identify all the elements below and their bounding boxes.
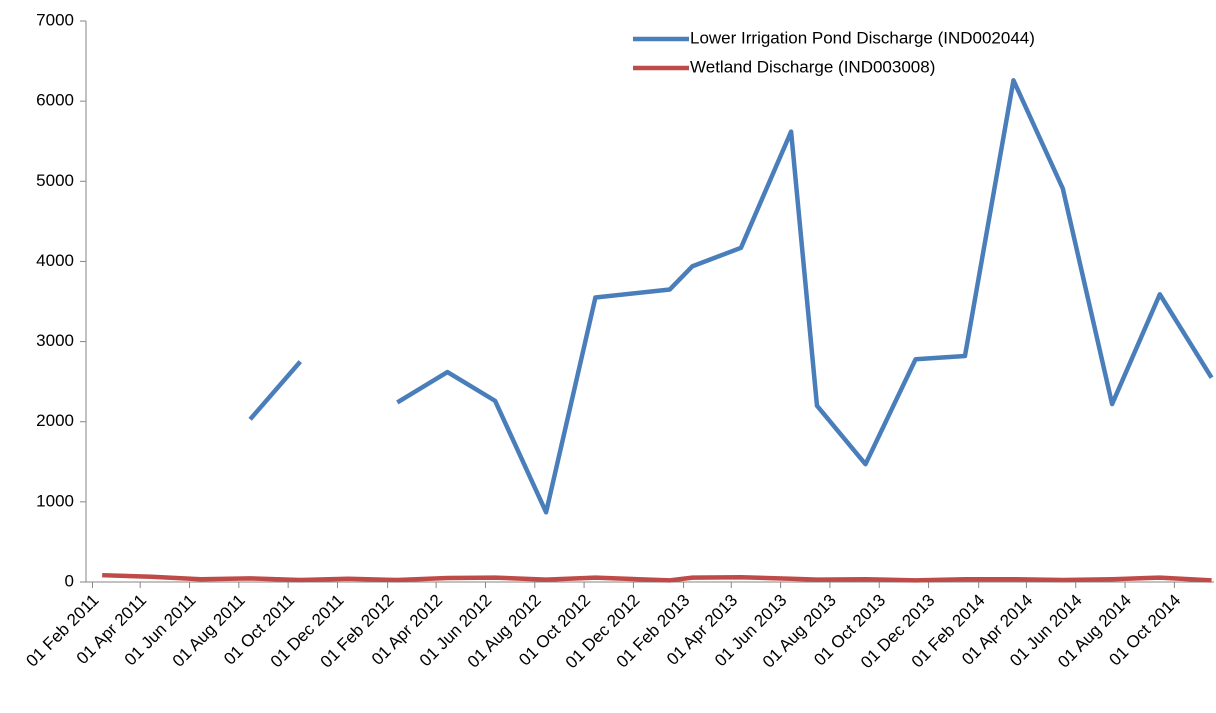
y-tick-label: 4000: [36, 251, 74, 270]
y-tick-label: 5000: [36, 171, 74, 190]
y-tick-label: 1000: [36, 491, 74, 510]
y-tick-label: 0: [65, 571, 74, 590]
y-tick-label: 3000: [36, 331, 74, 350]
legend-label: Wetland Discharge (IND003008): [690, 57, 935, 76]
y-tick-label: 6000: [36, 91, 74, 110]
series-line: [102, 572, 1212, 583]
series-line: [248, 78, 1214, 515]
legend-label: Lower Irrigation Pond Discharge (IND0020…: [690, 28, 1035, 47]
y-tick-label: 2000: [36, 411, 74, 430]
y-tick-label: 7000: [36, 10, 74, 29]
